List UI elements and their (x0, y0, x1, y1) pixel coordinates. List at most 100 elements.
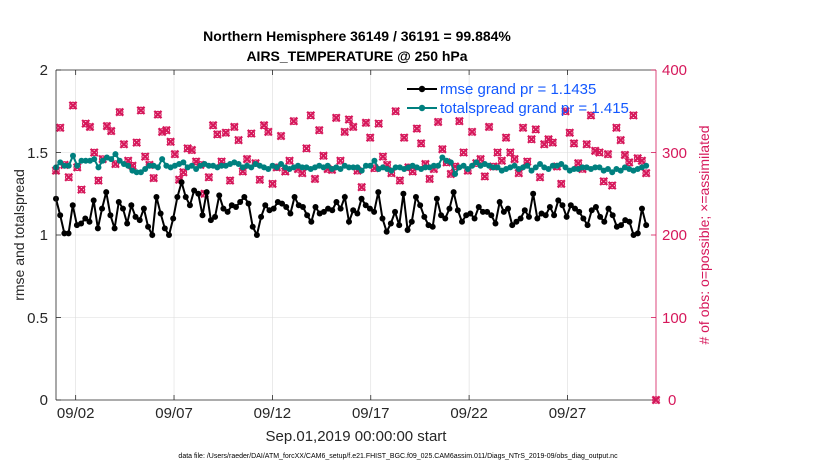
obs-possible-marker (94, 176, 103, 185)
obs-assimilated-marker (637, 156, 647, 166)
rmse-point (375, 189, 382, 196)
obs-possible-marker (230, 123, 239, 131)
obs-possible-marker (455, 117, 464, 125)
totalspread-point (299, 164, 306, 171)
obs-assimilated-marker (153, 110, 163, 119)
obs-possible-marker (171, 150, 179, 158)
totalspread-point (537, 161, 544, 168)
totalspread-point (350, 164, 357, 171)
totalspread-point (558, 161, 565, 168)
rmse-point (521, 207, 528, 214)
obs-possible-marker (476, 155, 485, 163)
obs-possible-marker (587, 111, 595, 120)
totalspread-point (604, 166, 611, 172)
totalspread-point (511, 162, 518, 169)
obs-possible-marker (107, 127, 115, 135)
totalspread-point (99, 157, 106, 164)
totalspread-point (235, 161, 242, 168)
obs-possible-marker (561, 107, 570, 116)
obs-assimilated-marker (412, 124, 422, 133)
obs-assimilated-marker (259, 120, 269, 130)
rmse-point (195, 190, 202, 197)
rmse-point (551, 212, 558, 219)
rmse-point (446, 205, 453, 212)
rmse-point (412, 194, 419, 201)
rmse-point (262, 202, 269, 209)
rmse-line (55, 178, 648, 239)
obs-assimilated-marker (599, 176, 609, 186)
totalspread-point (570, 166, 577, 172)
obs-assimilated-marker (263, 127, 273, 137)
obs-assimilated-marker (285, 156, 294, 166)
obs-possible-marker (413, 124, 421, 133)
rmse-point (509, 222, 516, 229)
chart-title-line1: Northern Hemisphere 36149 / 36191 = 99.8… (203, 28, 511, 44)
rmse-point (592, 203, 599, 210)
rmse-point (308, 218, 315, 225)
rmse-point (383, 228, 390, 235)
obs-possible-marker (582, 140, 591, 149)
legend-rmse-label: rmse grand pr = 1.1435 (440, 81, 596, 98)
obs-possible-marker (536, 173, 544, 182)
obs-assimilated-marker (221, 128, 231, 138)
totalspread-point (392, 164, 399, 171)
rmse-point (128, 202, 135, 209)
rmse-point (567, 202, 574, 209)
right-tick-label: 200 (662, 227, 687, 244)
rmse-point (584, 222, 591, 229)
obs-assimilated-marker (607, 181, 617, 190)
rmse-point (90, 197, 97, 204)
obs-assimilated-marker (437, 144, 447, 154)
obs-possible-marker (234, 136, 243, 144)
obs-possible-marker (255, 175, 264, 184)
obs-possible-marker (616, 136, 625, 144)
rmse-point (82, 215, 89, 222)
totalspread-point (146, 162, 153, 169)
legend: rmse grand pr = 1.1435 totalspread grand… (407, 81, 629, 117)
totalspread-point (188, 162, 195, 169)
rmse-point (153, 194, 160, 201)
obs-possible-marker (345, 115, 353, 124)
obs-assimilated-marker (484, 122, 494, 132)
data-file-footnote: data file: /Users/raeder/DAI/ATM_forcXX/… (178, 453, 618, 460)
rmse-point (471, 215, 478, 222)
obs-possible-marker (604, 150, 612, 158)
legend-rmse-marker (418, 85, 426, 93)
rmse-point (69, 202, 76, 209)
obs-assimilated-marker (225, 176, 235, 185)
obs-assimilated-marker (55, 123, 65, 133)
rmse-point (136, 217, 143, 224)
rmse-point (643, 222, 650, 229)
obs-assimilated-marker (187, 145, 197, 155)
obs-possible-marker (629, 111, 638, 120)
chart-title-line2: AIRS_TEMPERATURE @ 250 hPa (246, 48, 467, 64)
totalspread-point (579, 164, 586, 171)
rmse-point (362, 202, 369, 209)
rmse-point (396, 222, 403, 229)
totalspread-point (430, 162, 437, 169)
rmse-point (94, 225, 101, 232)
rmse-point (408, 218, 415, 225)
totalspread-point (439, 154, 446, 161)
rmse-point (57, 212, 64, 219)
totalspread-point (422, 164, 429, 171)
obs-assimilated-marker (136, 106, 146, 115)
totalspread-point (265, 166, 272, 172)
rmse-point (588, 207, 595, 214)
obs-possible-marker (166, 137, 175, 146)
rmse-point (534, 215, 541, 222)
rmse-point (132, 213, 139, 220)
rmse-point (232, 203, 239, 210)
obs-assimilated-marker (425, 174, 435, 184)
rmse-point (337, 205, 344, 212)
totalspread-point (324, 162, 331, 169)
obs-assimilated-marker (459, 148, 468, 157)
obs-possible-marker (222, 128, 230, 137)
totalspread-point (617, 167, 624, 174)
obs-assimilated-marker (208, 120, 218, 130)
rmse-point (299, 203, 306, 210)
obs-assimilated-marker (314, 125, 324, 135)
rmse-point (392, 208, 399, 215)
obs-assimilated-marker (480, 172, 490, 181)
